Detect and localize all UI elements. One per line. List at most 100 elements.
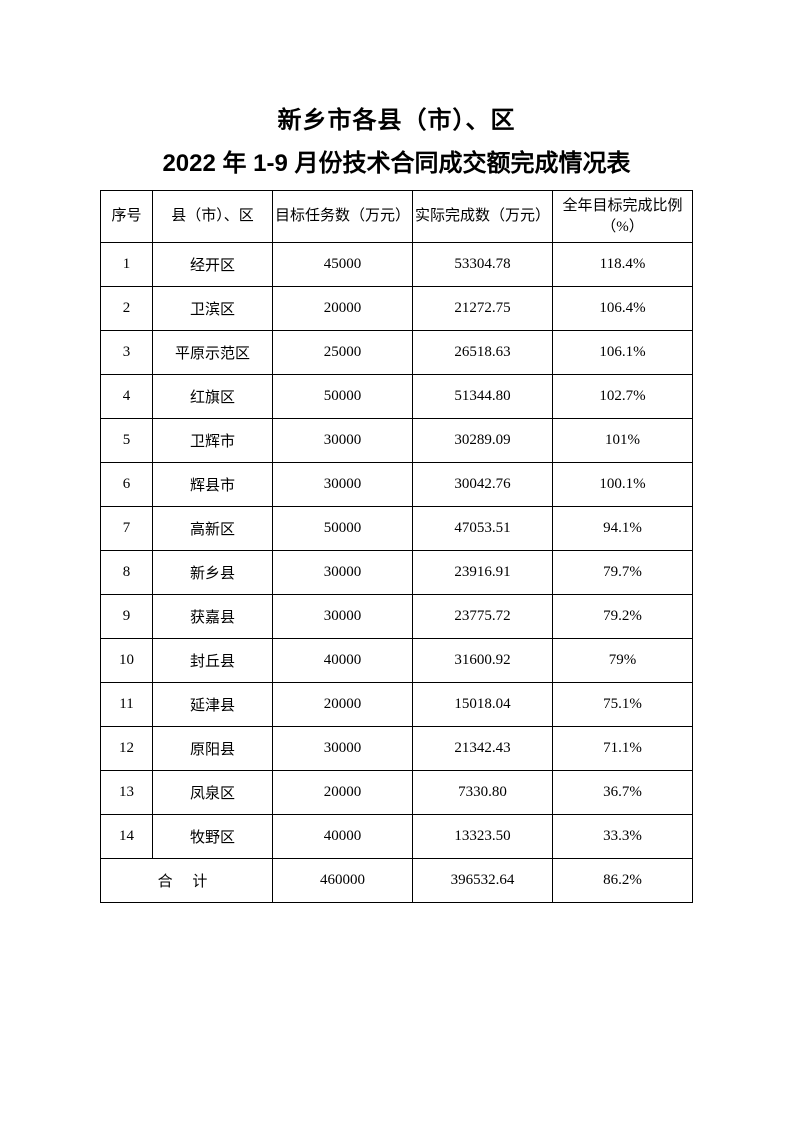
cell-seq: 2: [101, 287, 153, 331]
cell-actual: 47053.51: [413, 507, 553, 551]
cell-target: 30000: [273, 463, 413, 507]
cell-district: 高新区: [153, 507, 273, 551]
cell-district: 经开区: [153, 243, 273, 287]
cell-ratio: 79.7%: [553, 551, 693, 595]
table-row: 10 封丘县 40000 31600.92 79%: [101, 639, 693, 683]
cell-actual: 23775.72: [413, 595, 553, 639]
title-line-2: 2022 年 1-9 月份技术合同成交额完成情况表: [100, 143, 693, 178]
table-row: 3 平原示范区 25000 26518.63 106.1%: [101, 331, 693, 375]
cell-actual: 21342.43: [413, 727, 553, 771]
cell-total-actual: 396532.64: [413, 859, 553, 903]
cell-ratio: 94.1%: [553, 507, 693, 551]
cell-target: 20000: [273, 683, 413, 727]
cell-ratio: 102.7%: [553, 375, 693, 419]
table-total-row: 合 计 460000 396532.64 86.2%: [101, 859, 693, 903]
table-row: 12 原阳县 30000 21342.43 71.1%: [101, 727, 693, 771]
cell-target: 50000: [273, 507, 413, 551]
cell-seq: 10: [101, 639, 153, 683]
cell-target: 30000: [273, 419, 413, 463]
header-ratio: 全年目标完成比例（%）: [553, 191, 693, 243]
table-row: 1 经开区 45000 53304.78 118.4%: [101, 243, 693, 287]
header-actual: 实际完成数（万元）: [413, 191, 553, 243]
cell-seq: 9: [101, 595, 153, 639]
cell-ratio: 71.1%: [553, 727, 693, 771]
table-row: 2 卫滨区 20000 21272.75 106.4%: [101, 287, 693, 331]
table-row: 13 凤泉区 20000 7330.80 36.7%: [101, 771, 693, 815]
table-row: 7 高新区 50000 47053.51 94.1%: [101, 507, 693, 551]
data-table: 序号 县（市）、区 目标任务数（万元） 实际完成数（万元） 全年目标完成比例（%…: [100, 190, 693, 903]
cell-total-target: 460000: [273, 859, 413, 903]
cell-target: 25000: [273, 331, 413, 375]
table-row: 8 新乡县 30000 23916.91 79.7%: [101, 551, 693, 595]
cell-ratio: 101%: [553, 419, 693, 463]
cell-ratio: 106.4%: [553, 287, 693, 331]
cell-target: 20000: [273, 771, 413, 815]
cell-ratio: 106.1%: [553, 331, 693, 375]
cell-actual: 13323.50: [413, 815, 553, 859]
cell-district: 获嘉县: [153, 595, 273, 639]
cell-ratio: 100.1%: [553, 463, 693, 507]
cell-district: 新乡县: [153, 551, 273, 595]
cell-target: 50000: [273, 375, 413, 419]
cell-district: 辉县市: [153, 463, 273, 507]
cell-seq: 1: [101, 243, 153, 287]
cell-ratio: 118.4%: [553, 243, 693, 287]
header-district: 县（市）、区: [153, 191, 273, 243]
cell-target: 40000: [273, 815, 413, 859]
cell-actual: 53304.78: [413, 243, 553, 287]
cell-seq: 13: [101, 771, 153, 815]
cell-district: 封丘县: [153, 639, 273, 683]
cell-ratio: 36.7%: [553, 771, 693, 815]
cell-seq: 12: [101, 727, 153, 771]
cell-seq: 7: [101, 507, 153, 551]
cell-seq: 3: [101, 331, 153, 375]
cell-actual: 15018.04: [413, 683, 553, 727]
cell-actual: 26518.63: [413, 331, 553, 375]
table-row: 4 红旗区 50000 51344.80 102.7%: [101, 375, 693, 419]
cell-district: 延津县: [153, 683, 273, 727]
cell-ratio: 75.1%: [553, 683, 693, 727]
cell-seq: 4: [101, 375, 153, 419]
table-row: 5 卫辉市 30000 30289.09 101%: [101, 419, 693, 463]
cell-actual: 31600.92: [413, 639, 553, 683]
cell-target: 30000: [273, 551, 413, 595]
cell-actual: 30289.09: [413, 419, 553, 463]
cell-actual: 51344.80: [413, 375, 553, 419]
title-container: 新乡市各县（市）、区 2022 年 1-9 月份技术合同成交额完成情况表: [100, 100, 693, 178]
header-target: 目标任务数（万元）: [273, 191, 413, 243]
cell-target: 40000: [273, 639, 413, 683]
cell-district: 卫滨区: [153, 287, 273, 331]
table-row: 6 辉县市 30000 30042.76 100.1%: [101, 463, 693, 507]
header-seq: 序号: [101, 191, 153, 243]
table-row: 11 延津县 20000 15018.04 75.1%: [101, 683, 693, 727]
cell-seq: 8: [101, 551, 153, 595]
title-line-1: 新乡市各县（市）、区: [100, 100, 693, 135]
cell-seq: 11: [101, 683, 153, 727]
table-row: 9 获嘉县 30000 23775.72 79.2%: [101, 595, 693, 639]
cell-district: 卫辉市: [153, 419, 273, 463]
cell-actual: 21272.75: [413, 287, 553, 331]
table-row: 14 牧野区 40000 13323.50 33.3%: [101, 815, 693, 859]
cell-total-ratio: 86.2%: [553, 859, 693, 903]
cell-district: 红旗区: [153, 375, 273, 419]
cell-actual: 23916.91: [413, 551, 553, 595]
table-header-row: 序号 县（市）、区 目标任务数（万元） 实际完成数（万元） 全年目标完成比例（%…: [101, 191, 693, 243]
cell-ratio: 79%: [553, 639, 693, 683]
cell-target: 30000: [273, 727, 413, 771]
cell-seq: 5: [101, 419, 153, 463]
table-body: 1 经开区 45000 53304.78 118.4% 2 卫滨区 20000 …: [101, 243, 693, 903]
cell-total-label: 合 计: [101, 859, 273, 903]
cell-district: 平原示范区: [153, 331, 273, 375]
cell-actual: 7330.80: [413, 771, 553, 815]
cell-district: 牧野区: [153, 815, 273, 859]
cell-district: 凤泉区: [153, 771, 273, 815]
cell-district: 原阳县: [153, 727, 273, 771]
cell-target: 30000: [273, 595, 413, 639]
cell-target: 20000: [273, 287, 413, 331]
cell-ratio: 79.2%: [553, 595, 693, 639]
cell-seq: 6: [101, 463, 153, 507]
cell-actual: 30042.76: [413, 463, 553, 507]
cell-ratio: 33.3%: [553, 815, 693, 859]
cell-target: 45000: [273, 243, 413, 287]
cell-seq: 14: [101, 815, 153, 859]
